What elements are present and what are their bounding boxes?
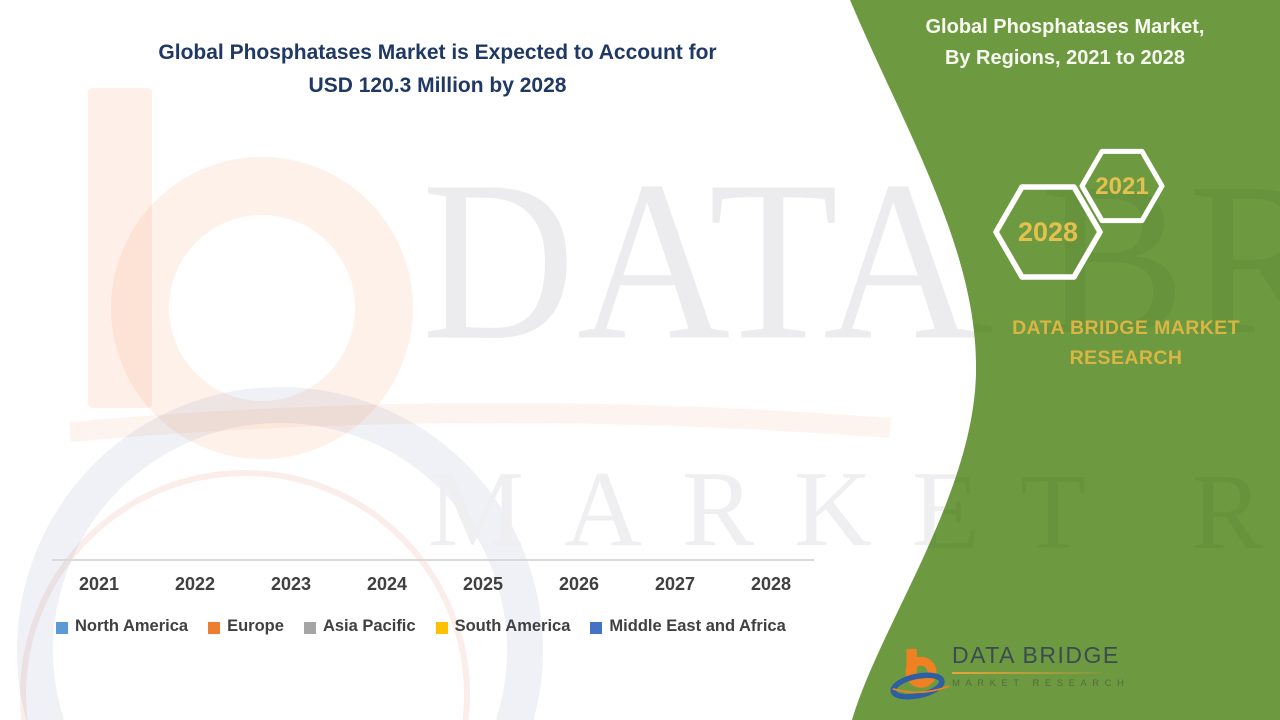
x-axis-label: 2022 xyxy=(174,574,216,594)
watermark-circles xyxy=(17,387,543,720)
legend-swatch xyxy=(303,621,316,634)
legend-label: Asia Pacific xyxy=(322,617,416,635)
legend-item-middle-east-and-africa: Middle East and Africa xyxy=(590,617,786,636)
green-panel-shape xyxy=(850,0,1280,720)
legend-item-south-america: South America xyxy=(435,617,571,636)
x-axis-label: 2025 xyxy=(462,574,504,594)
x-axis-label: 2021 xyxy=(78,574,120,594)
legend-item-asia-pacific: Asia Pacific xyxy=(303,617,416,636)
x-axis-label: 2026 xyxy=(558,574,600,594)
legend-swatch xyxy=(208,621,221,634)
chart-title-line1: Global Phosphatases Market is Expected t… xyxy=(158,41,717,64)
legend-swatch xyxy=(56,621,68,634)
x-axis-line xyxy=(52,559,814,561)
legend-item-north-america: North America xyxy=(56,617,188,636)
legend-label: South America xyxy=(454,617,571,635)
legend-item-europe: Europe xyxy=(208,617,284,636)
legend-swatch xyxy=(435,621,448,634)
x-axis-label: 2028 xyxy=(750,574,792,594)
legend-label: Europe xyxy=(227,617,284,635)
legend-label: North America xyxy=(75,617,189,635)
chart-title: Global Phosphatases Market is Expected t… xyxy=(0,36,875,102)
watermark-b-logo xyxy=(69,88,891,459)
legend-label: Middle East and Africa xyxy=(609,617,786,635)
x-axis-label: 2027 xyxy=(654,574,696,594)
x-axis-label: 2023 xyxy=(270,574,312,594)
x-axis-label: 2024 xyxy=(366,574,408,594)
chart-legend: North America Europe Asia Pacific South Ame… xyxy=(56,617,866,636)
chart-title-line2: USD 120.3 Million by 2028 xyxy=(308,74,567,97)
legend-swatch xyxy=(590,621,603,634)
stacked-bar-chart: Global Phosphatases Market is Expected t… xyxy=(0,36,875,636)
